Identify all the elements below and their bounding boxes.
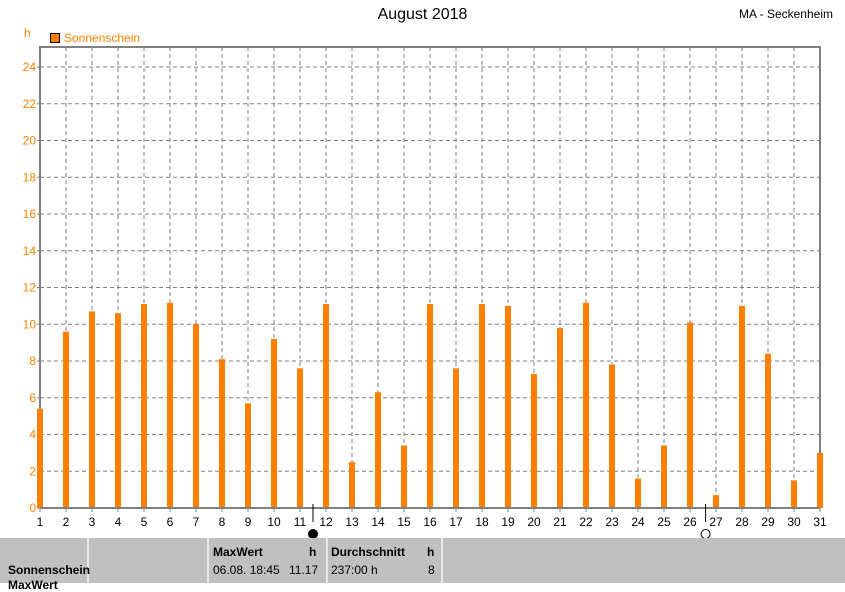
avg-total: 237:00 h [331,563,378,577]
avg-header: Durchschnitt [331,545,406,559]
x-tick-label: 13 [345,515,359,529]
y-tick-label: 4 [29,428,36,442]
bar [115,313,121,508]
x-tick-label: 7 [193,515,200,529]
x-tick-label: 26 [683,515,697,529]
y-tick-label: 6 [29,391,36,405]
y-tick-label: 20 [23,134,37,148]
max-unit: h [309,545,317,559]
x-tick-label: 10 [267,515,281,529]
y-tick-label: 8 [29,354,36,368]
bar [323,304,329,508]
bar [141,304,147,508]
bar [271,338,277,508]
x-tick-label: 6 [167,515,174,529]
bar [63,331,69,508]
legend: Sonnenschein [50,31,140,45]
plot-frame [39,46,821,508]
y-tick-label: 12 [23,281,37,295]
x-tick-label: 12 [319,515,333,529]
bar [219,359,225,508]
x-tick-label: 8 [219,515,226,529]
bar [427,304,433,508]
y-tick-label: 2 [29,464,36,478]
bar [401,445,407,508]
bar [349,462,355,508]
y-tick-label: 16 [23,207,37,221]
x-tick-label: 17 [449,515,463,529]
bar [713,495,719,508]
legend-label: Sonnenschein [64,31,141,45]
x-tick-label: 1 [37,515,44,529]
bar [89,311,95,508]
avg-unit: h [427,545,435,559]
y-tick-label: 24 [23,60,37,74]
y-tick-label: 0 [29,501,36,515]
max-value: 11.17 [289,563,319,577]
x-tick-label: 21 [553,515,567,529]
x-tick-label: 14 [371,515,385,529]
x-tick-label: 31 [813,515,827,529]
x-tick-label: 11 [294,515,307,529]
x-tick-label: 15 [397,515,411,529]
avg-value: 8 [428,563,435,577]
y-tick-label: 22 [23,97,37,111]
bar [375,392,381,508]
max-header: MaxWert [213,545,263,559]
legend-swatch [50,33,60,43]
chart-title: August 2018 [377,6,468,23]
x-tick-label: 25 [657,515,671,529]
x-tick-label: 20 [527,515,541,529]
x-tick-label: 24 [631,515,645,529]
y-tick-label: 14 [23,244,37,258]
bar [505,305,511,508]
y-axis-unit: h [24,26,31,40]
full-moon-icon [700,529,711,538]
bar [687,322,693,508]
bar [453,368,459,508]
max-date: 06.08. 18:45 [213,563,280,577]
bar [739,305,745,508]
bar [609,364,615,508]
y-tick-label: 10 [23,317,37,331]
station-name: MA - Seckenheim [738,7,833,21]
bar [245,403,251,508]
x-tick-label: 3 [89,515,96,529]
bar [297,368,303,508]
x-tick-label: 5 [141,515,148,529]
bar [635,478,641,508]
bar [167,302,173,508]
y-tick-label: 18 [23,170,37,184]
x-tick-label: 27 [709,515,723,529]
summary-panel: Sonnenschein MaxWert MaxWert h 06.08. 18… [0,538,845,592]
bar [37,408,43,508]
x-tick-label: 16 [423,515,437,529]
x-tick-label: 18 [475,515,489,529]
bar [193,324,199,508]
bar [817,452,823,508]
bar [661,445,667,508]
x-tick-label: 30 [787,515,801,529]
x-tick-label: 4 [115,515,122,529]
row-label-2: MaxWert [8,578,58,592]
bar [531,373,537,508]
row-label: Sonnenschein [8,563,91,577]
x-tick-label: 23 [605,515,619,529]
bar [765,353,771,508]
x-tick-label: 19 [501,515,515,529]
bar [791,480,797,508]
x-tick-label: 28 [735,515,749,529]
x-tick-label: 9 [245,515,252,529]
new-moon-icon [308,529,318,538]
bar [479,304,485,508]
x-tick-label: 2 [63,515,70,529]
x-tick-label: 22 [579,515,593,529]
bar [557,327,563,508]
x-tick-label: 29 [761,515,775,529]
bar [583,302,589,508]
